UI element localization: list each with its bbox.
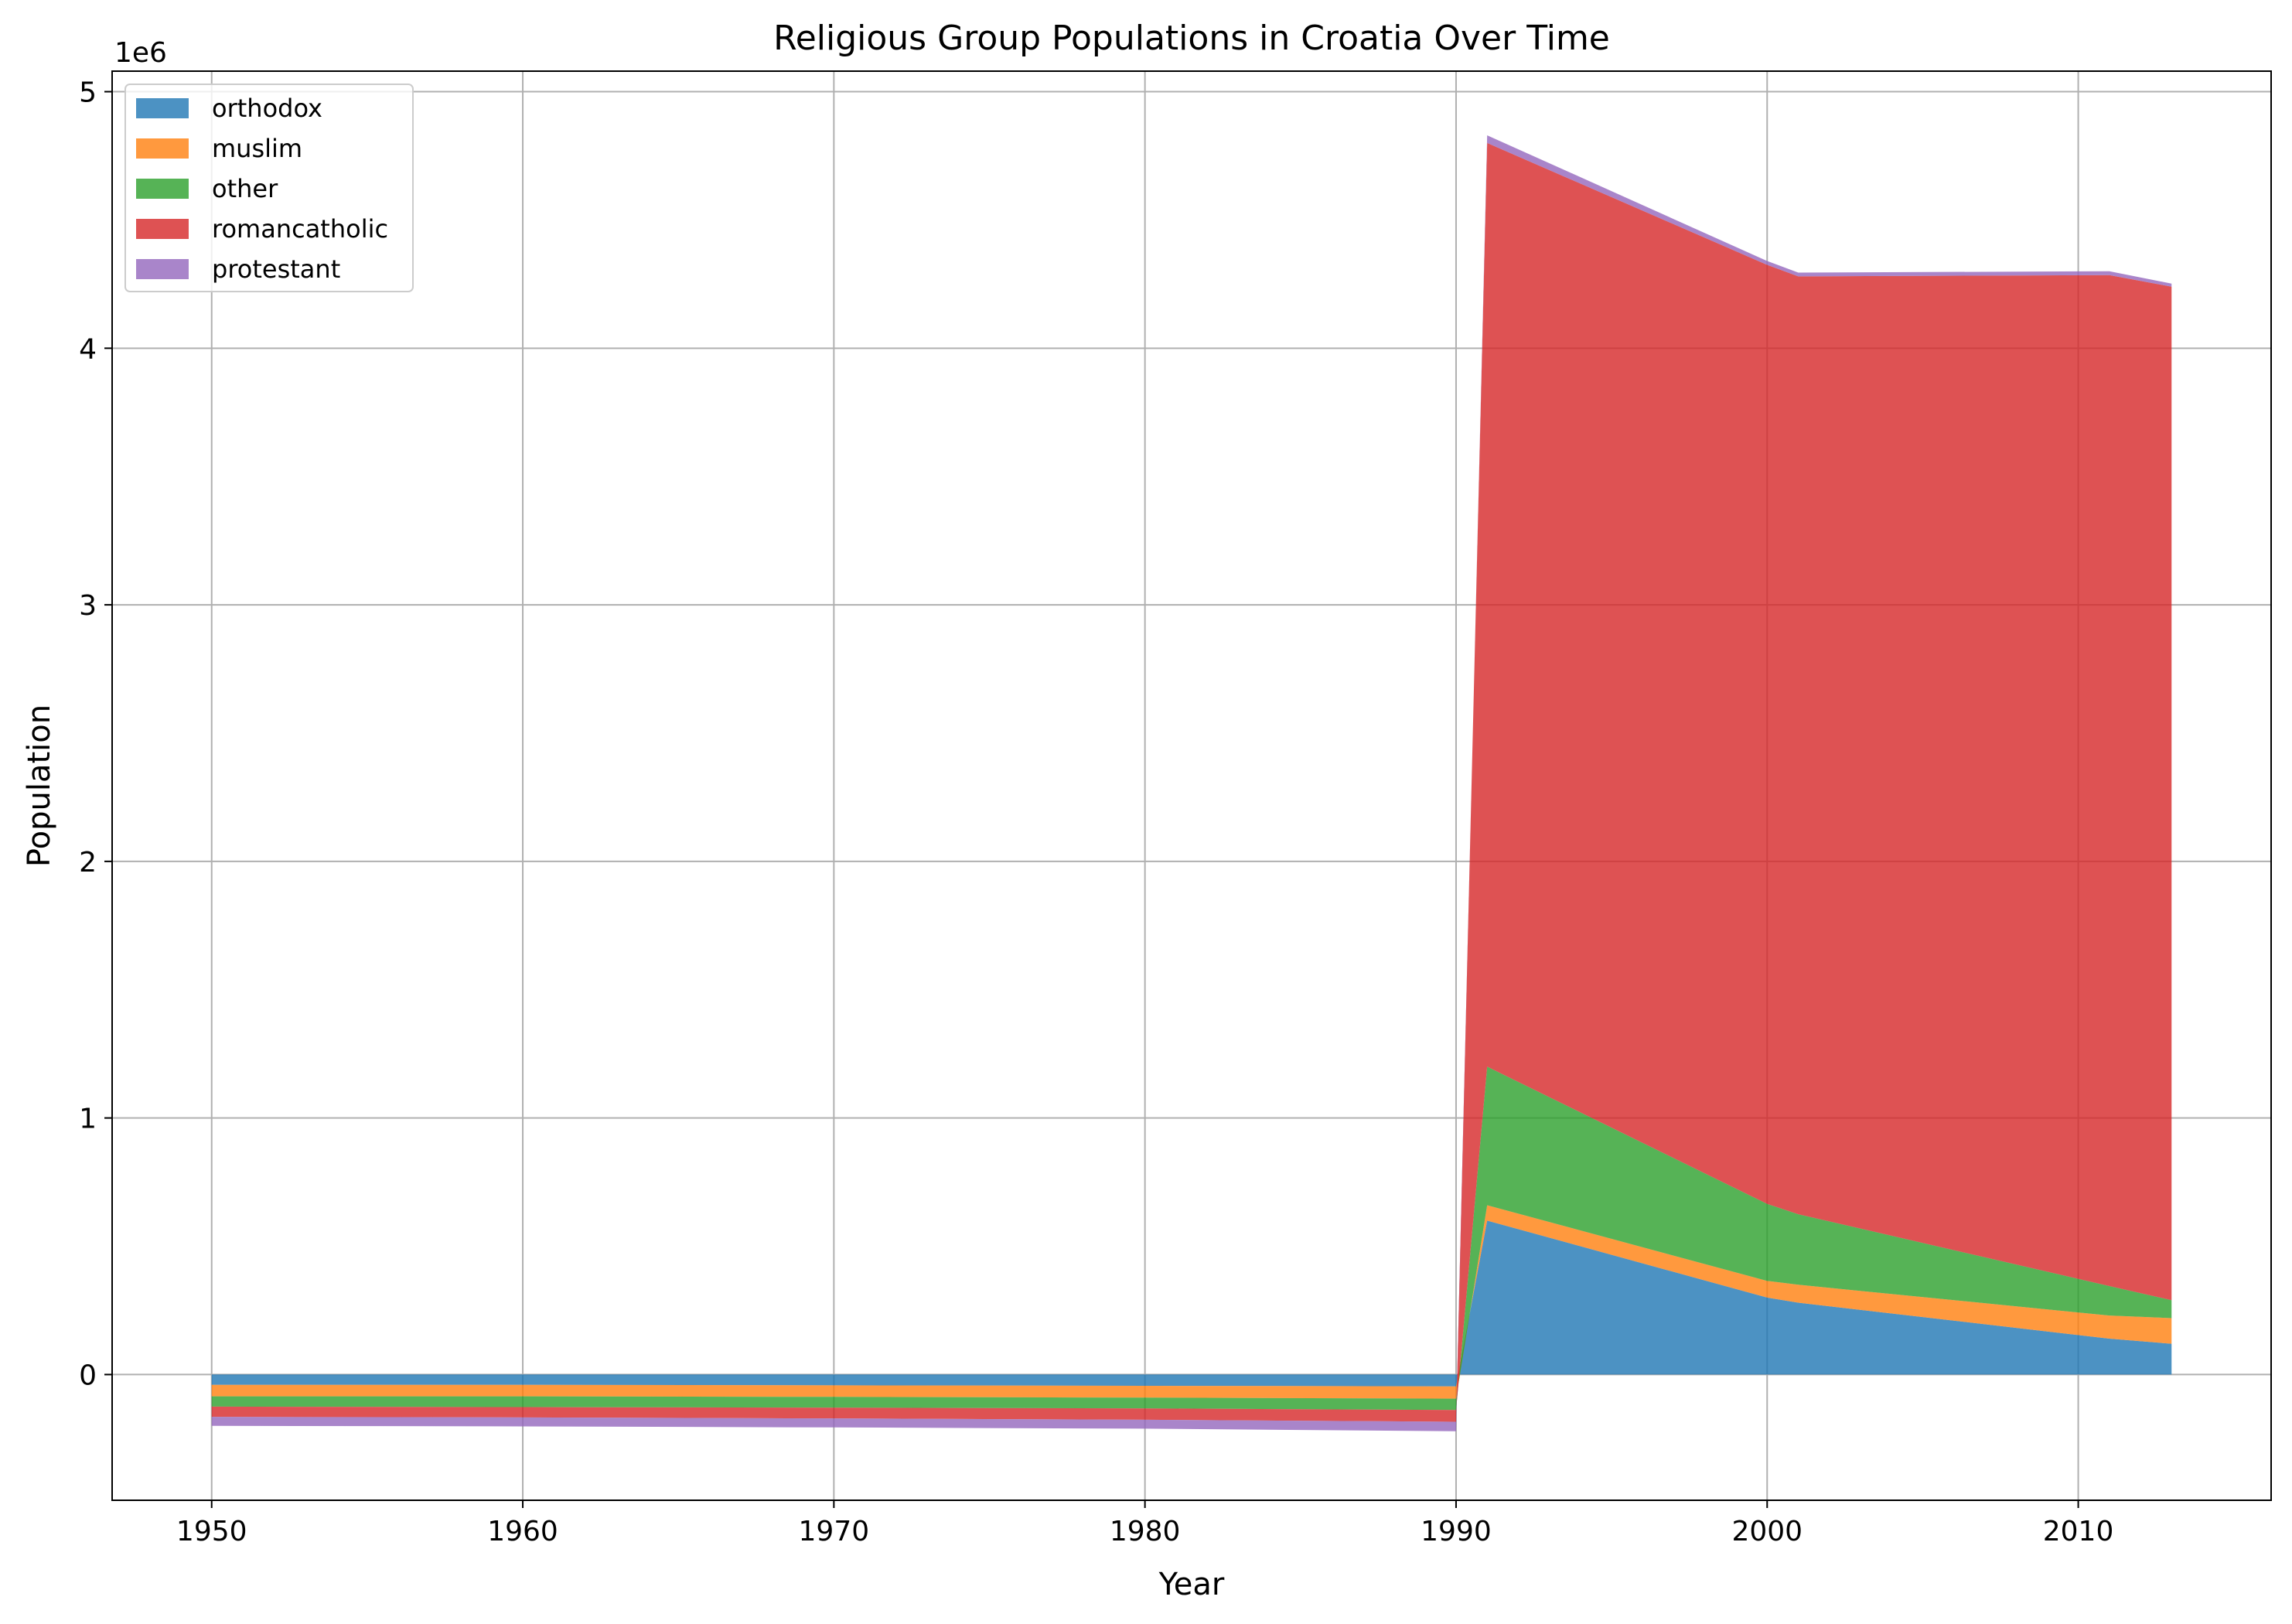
y-axis-title: Population <box>22 705 57 867</box>
legend-swatch-muslim <box>136 138 189 159</box>
x-tick-label: 1970 <box>799 1516 870 1547</box>
area-series-other <box>211 1066 2172 1411</box>
x-tick-label: 1950 <box>176 1516 247 1547</box>
legend-frame <box>124 84 414 292</box>
chart-title: Religious Group Populations in Croatia O… <box>773 19 1610 58</box>
legend-label-other: other <box>212 174 278 203</box>
y-tick-label: 1 <box>79 1104 97 1135</box>
x-tick-label: 1980 <box>1110 1516 1181 1547</box>
legend-label-protestant: protestant <box>212 254 340 284</box>
axis-ticks: 1950 1960 1970 1980 1990 2000 2010 0 1 2 3 4 5 <box>79 77 2113 1547</box>
y-tick-label: 5 <box>79 77 97 109</box>
legend-swatch-romancatholic <box>136 219 189 239</box>
y-axis-offset-label: 1e6 <box>114 37 167 69</box>
x-tick-label: 1990 <box>1421 1516 1492 1547</box>
legend-swatch-protestant <box>136 259 189 279</box>
y-tick-label: 3 <box>79 590 97 622</box>
legend-swatch-orthodox <box>136 98 189 118</box>
x-axis-title: Year <box>1158 1567 1225 1602</box>
x-tick-label: 2000 <box>1731 1516 1803 1547</box>
y-tick-label: 0 <box>79 1360 97 1391</box>
area-series-romancatholic <box>211 142 2172 1422</box>
x-tick-label: 1960 <box>487 1516 558 1547</box>
legend-label-muslim: muslim <box>212 134 302 163</box>
plot-frame <box>111 70 2272 1501</box>
area-series-orthodox <box>211 1220 2172 1387</box>
legend-swatch-other <box>136 179 189 199</box>
legend: orthodox muslim other romancatholic protesta… <box>124 84 414 292</box>
y-tick-label: 4 <box>79 333 97 365</box>
legend-label-orthodox: orthodox <box>212 94 322 123</box>
legend-label-romancatholic: romancatholic <box>212 214 388 244</box>
y-tick-label: 2 <box>79 847 97 879</box>
plot-areas <box>211 135 2172 1431</box>
x-tick-label: 2010 <box>2043 1516 2114 1547</box>
